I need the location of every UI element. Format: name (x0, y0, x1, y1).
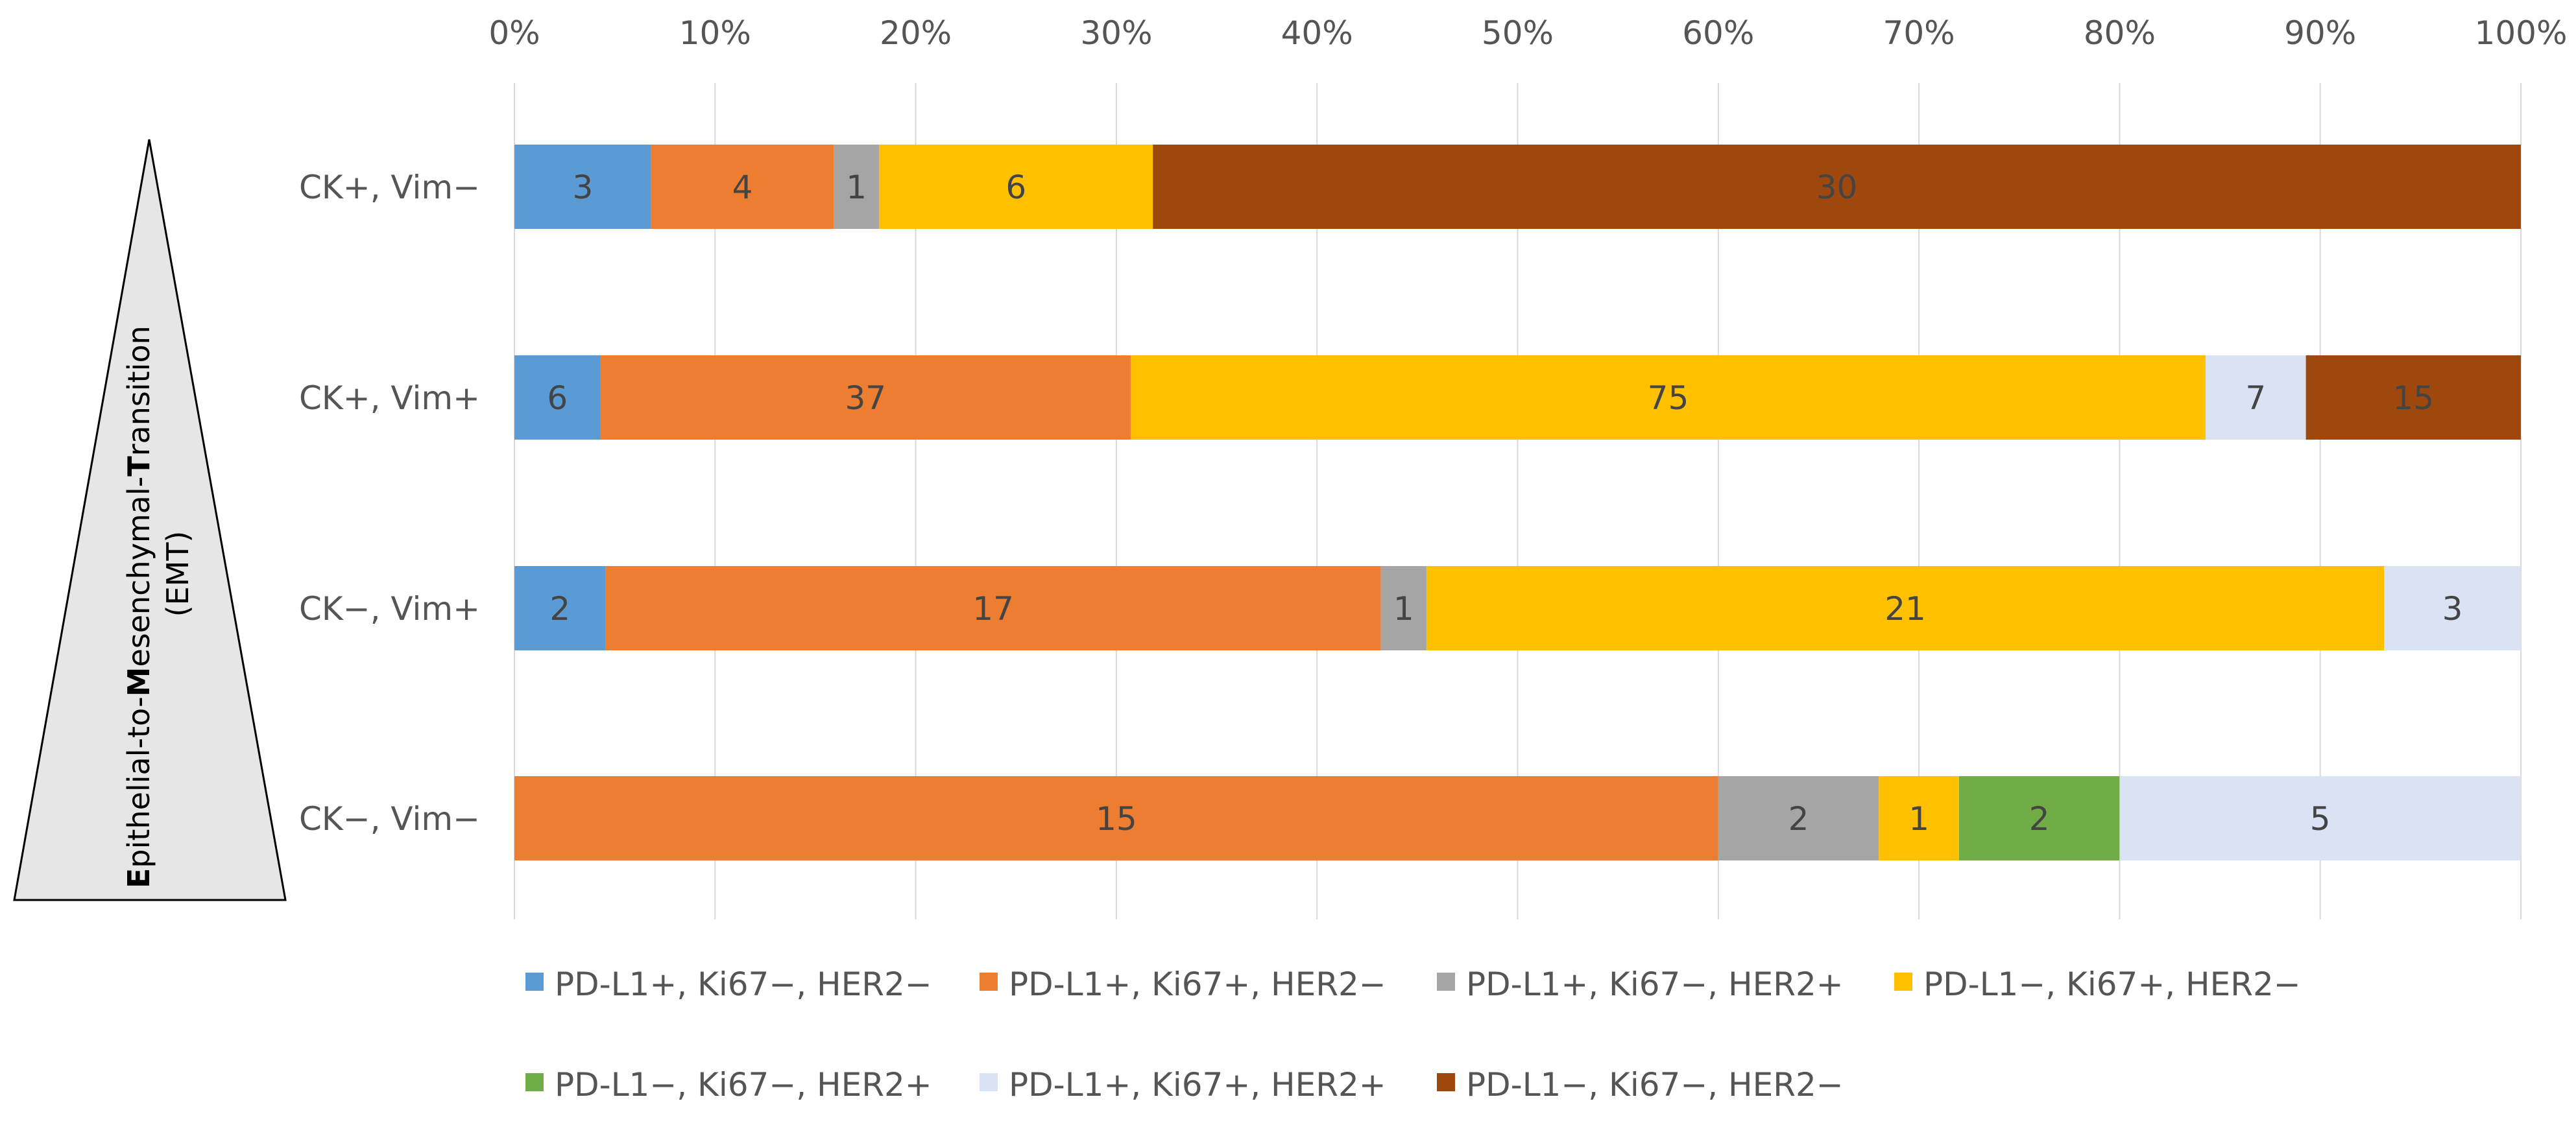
bar-segment (605, 566, 1381, 650)
data-label: 3 (2442, 590, 2463, 628)
category-label: CK+, Vim− (299, 169, 480, 206)
bar-segment (1153, 145, 2522, 229)
legend-swatch (980, 1073, 998, 1091)
category-label: CK+, Vim+ (299, 379, 480, 417)
emt-title-part: E (121, 868, 156, 888)
emt-title-part: ransition (121, 326, 156, 456)
bar-segment (1879, 776, 1959, 860)
emt-title-part: M (121, 667, 156, 697)
category-label: CK−, Vim+ (299, 590, 480, 628)
data-label: 37 (845, 379, 886, 417)
emt-annotation: Epithelial-to-Mesenchymal-Transition (EM… (13, 139, 287, 901)
data-label: 2 (1788, 800, 1809, 838)
legend-label: PD-L1−, Ki67−, HER2+ (555, 1066, 932, 1104)
bar-segment (2305, 355, 2521, 440)
bar-segments: 3 4 1 6 306 37 75 7 152 17 1 21 315 2 1 2 5 (514, 145, 2522, 860)
data-label: 2 (2029, 800, 2050, 838)
bar-segment (2119, 776, 2521, 860)
emt-subtitle: (EMT) (160, 531, 195, 617)
legend-label: PD-L1+, Ki67−, HER2+ (1466, 965, 1844, 1003)
data-label: 5 (2310, 800, 2331, 838)
bar-segment (834, 145, 880, 229)
bar-segment (514, 355, 601, 440)
data-label: 15 (2392, 379, 2434, 417)
data-label: 1 (846, 169, 867, 206)
emt-title-part: T (121, 456, 156, 477)
bar-segment (1426, 566, 2385, 650)
data-label: 4 (732, 169, 753, 206)
x-tick-label: 40% (1281, 14, 1353, 52)
x-tick-label: 50% (1482, 14, 1554, 52)
x-tick-label: 20% (880, 14, 952, 52)
x-tick-label: 10% (679, 14, 751, 52)
data-label: 17 (972, 590, 1014, 628)
legend: PD-L1+, Ki67−, HER2− PD-L1+, Ki67+, HER2−… (525, 965, 2301, 1104)
emt-title-part: pithelial-to- (121, 696, 156, 868)
emt-triangle (13, 139, 287, 901)
emt-title-part: esenchymal- (121, 477, 156, 667)
category-label: CK−, Vim− (299, 800, 480, 838)
bar-segment (600, 355, 1131, 440)
data-label: 6 (1005, 169, 1026, 206)
x-tick-label: 80% (2084, 14, 2156, 52)
bar-segment (651, 145, 834, 229)
legend-label: PD-L1−, Ki67+, HER2− (1923, 965, 2301, 1003)
data-label: 21 (1884, 590, 1926, 628)
emt-title: Epithelial-to-Mesenchymal-Transition (121, 326, 156, 888)
x-tick-label: 60% (1682, 14, 1754, 52)
legend-label: PD-L1+, Ki67+, HER2+ (1009, 1066, 1386, 1104)
bar-segment (1130, 355, 2206, 440)
data-label: 6 (547, 379, 568, 417)
data-label: 75 (1648, 379, 1689, 417)
x-tick-label: 30% (1080, 14, 1152, 52)
bar-segment (879, 145, 1153, 229)
legend-swatch (525, 1073, 544, 1091)
bar-segment (1958, 776, 2120, 860)
legend-label: PD-L1−, Ki67−, HER2− (1466, 1066, 1844, 1104)
data-label: 1 (1393, 590, 1414, 628)
bar-segment (514, 776, 1718, 860)
data-label: 3 (573, 169, 594, 206)
data-label: 1 (1908, 800, 1929, 838)
bar-segment (1718, 776, 1879, 860)
legend-label: PD-L1+, Ki67−, HER2− (555, 965, 932, 1003)
legend-swatch (525, 973, 544, 991)
category-labels: CK+, Vim− CK+, Vim+ CK−, Vim+ CK−, Vim− (299, 169, 480, 838)
bar-segment (514, 145, 651, 229)
x-tick-label: 0% (488, 14, 540, 52)
x-tick-label: 90% (2284, 14, 2356, 52)
legend-label: PD-L1+, Ki67+, HER2− (1009, 965, 1386, 1003)
data-label: 2 (549, 590, 570, 628)
bar-segment (1380, 566, 1426, 650)
bar-segment (2205, 355, 2306, 440)
data-label: 15 (1096, 800, 1137, 838)
x-tick-label: 70% (1883, 14, 1955, 52)
data-label: 30 (1816, 169, 1858, 206)
legend-swatch (1894, 973, 1912, 991)
legend-swatch (1437, 973, 1455, 991)
x-tick-label: 100% (2475, 14, 2568, 52)
legend-swatch (980, 973, 998, 991)
bar-segment (514, 566, 606, 650)
data-label: 7 (2245, 379, 2266, 417)
legend-swatch (1437, 1073, 1455, 1091)
x-axis-tick-labels: 0% 10% 20% 30% 40% 50% 60% 70% 80% 90% 100% (488, 14, 2567, 52)
bar-segment (2384, 566, 2521, 650)
